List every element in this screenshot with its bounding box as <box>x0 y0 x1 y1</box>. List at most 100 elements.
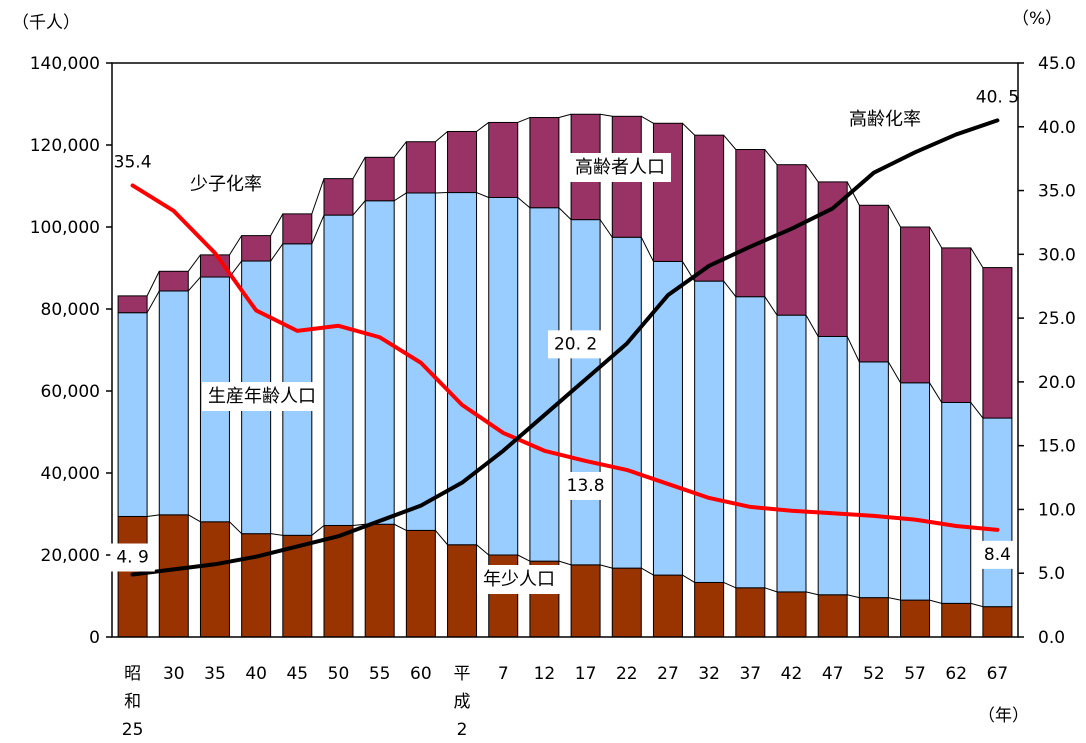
data-label-1-text: 4. 9 <box>116 547 148 567</box>
right-tick-label: 15.0 <box>1038 437 1076 457</box>
bar-young-3 <box>241 533 272 638</box>
x-tick-label: 57 <box>904 664 926 684</box>
bar-connector-0-16 <box>805 591 819 596</box>
right-tick-label: 30.0 <box>1038 245 1076 265</box>
youth-ratio-line <box>130 183 1000 532</box>
bar-working-21 <box>982 417 1013 608</box>
bar-connector-0-19 <box>929 599 942 604</box>
left-tick-label: 80,000 <box>41 300 100 320</box>
left-tick-label: 140,000 <box>30 54 100 74</box>
x-tick-label: 32 <box>698 664 720 684</box>
x-tick-label: 60 <box>410 664 432 684</box>
bar-connector-0-3 <box>270 533 283 536</box>
bar-young-2 <box>199 521 230 638</box>
bar-elderly-10 <box>529 117 560 209</box>
bar-working-17 <box>817 335 848 596</box>
series-label-3-text: 生産年齢人口 <box>208 386 316 407</box>
series-label-2: 高齢者人口 <box>569 153 671 182</box>
x-tick-label: 40 <box>245 664 267 684</box>
bar-connector-1-4 <box>311 214 325 245</box>
series-label-2-text: 高齢者人口 <box>575 157 665 178</box>
bar-connector-0-11 <box>599 564 613 569</box>
plot-frame <box>111 62 1019 638</box>
bar-connector-2-3 <box>270 213 284 236</box>
x-tick-label: 35 <box>204 664 226 684</box>
bar-connector-0-12 <box>641 567 654 576</box>
x-tick-label: 55 <box>369 664 391 684</box>
series-label-4-text: 年少人口 <box>483 569 555 590</box>
series-label-4: 年少人口 <box>477 565 561 594</box>
bar-elderly-9 <box>488 121 519 198</box>
bar-connector-1-17 <box>846 336 860 363</box>
bar-young-20 <box>941 602 972 638</box>
bar-young-0 <box>117 515 148 638</box>
left-tick-label: 120,000 <box>30 136 100 156</box>
bar-working-13 <box>652 260 683 576</box>
x-tick-label: 47 <box>822 664 844 684</box>
bar-working-19 <box>900 382 931 601</box>
left-tick-label: 0 <box>89 628 100 648</box>
x-tick-label: 62 <box>945 664 967 684</box>
bar-connector-1-6 <box>393 192 407 202</box>
left-tick-label: 100,000 <box>30 218 100 238</box>
bar-connector-2-16 <box>805 164 819 183</box>
x-tick-label: 42 <box>781 664 803 684</box>
data-label-4-box <box>547 330 604 359</box>
x-axis-unit: （年） <box>978 706 1029 726</box>
bar-connector-1-15 <box>764 296 778 316</box>
data-label-1-box <box>110 543 155 572</box>
data-label-5: 8.4 <box>977 540 1017 569</box>
bar-elderly-13 <box>652 122 683 262</box>
bar-working-8 <box>447 192 478 546</box>
bar-working-10 <box>529 207 560 562</box>
bar-working-18 <box>858 361 889 599</box>
bar-elderly-20 <box>941 247 972 403</box>
left-tick-label: 20,000 <box>41 546 100 566</box>
left-axis-unit: （千人） <box>12 13 80 33</box>
data-label-5-text: 8.4 <box>984 545 1011 565</box>
bar-connector-1-1 <box>187 276 201 292</box>
x-tick-label: 昭 <box>124 664 141 684</box>
x-tick-label: 52 <box>863 664 885 684</box>
data-label-0-text: 35.4 <box>114 152 152 172</box>
bar-connector-1-3 <box>270 243 284 262</box>
bar-connector-2-15 <box>764 149 778 165</box>
bar-connector-1-20 <box>970 402 984 419</box>
bar-elderly-1 <box>158 270 189 292</box>
bar-connector-1-19 <box>929 382 943 403</box>
bar-working-12 <box>611 236 642 569</box>
x-tick-label: 22 <box>616 664 638 684</box>
bar-connector-0-20 <box>970 602 984 608</box>
x-tick-label: 30 <box>163 664 185 684</box>
bar-connector-0-14 <box>723 582 737 589</box>
bar-elderly-8 <box>447 130 478 194</box>
bar-connector-2-12 <box>641 115 654 124</box>
series-label-1-text: 少子化率 <box>190 174 262 195</box>
bar-young-5 <box>323 524 354 638</box>
bar-connector-2-20 <box>970 247 984 268</box>
right-tick-label: 45.0 <box>1038 54 1076 74</box>
bar-connector-2-8 <box>476 122 490 132</box>
series-label-2-box <box>569 153 671 182</box>
bar-connector-0-10 <box>558 560 572 566</box>
bar-connector-0-18 <box>888 597 901 601</box>
bar-young-18 <box>858 597 889 638</box>
bar-young-16 <box>776 591 807 638</box>
right-tick-label: 35.0 <box>1038 182 1076 202</box>
bar-young-7 <box>405 529 436 638</box>
series-label-3-box <box>202 382 322 411</box>
x-tick-label: 12 <box>534 664 556 684</box>
bar-connector-0-9 <box>517 554 531 562</box>
bar-connector-2-9 <box>517 117 531 123</box>
data-label-4-text: 20. 2 <box>554 334 597 354</box>
bar-connector-2-17 <box>846 181 860 206</box>
data-label-5-box <box>977 540 1017 569</box>
bar-connector-2-13 <box>682 122 695 136</box>
bar-elderly-7 <box>405 141 436 194</box>
series-label-3: 生産年齢人口 <box>202 382 322 411</box>
series-label-0: 高齢化率 <box>849 109 921 130</box>
bar-elderly-5 <box>323 178 354 216</box>
bar-connector-0-5 <box>352 523 366 526</box>
series-label-1: 少子化率 <box>190 174 262 195</box>
